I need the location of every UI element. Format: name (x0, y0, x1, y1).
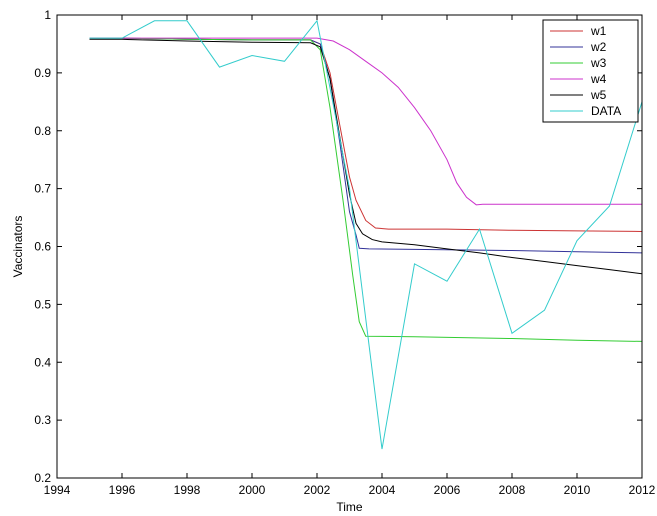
x-tick-label: 2006 (434, 483, 461, 497)
y-tick-label: 0.6 (34, 240, 51, 254)
y-tick-label: 0.4 (34, 355, 51, 369)
legend-label-w4: w4 (590, 72, 607, 86)
x-tick-label: 2008 (499, 483, 526, 497)
y-tick-label: 0.9 (34, 66, 51, 80)
x-tick-label: 2004 (369, 483, 396, 497)
x-tick-label: 1998 (174, 483, 201, 497)
legend-label-w5: w5 (590, 88, 607, 102)
x-axis-label: Time (336, 500, 363, 514)
x-tick-label: 2000 (239, 483, 266, 497)
y-axis-label: Vaccinators (11, 216, 25, 278)
y-tick-label: 0.8 (34, 124, 51, 138)
legend-label-w3: w3 (590, 56, 607, 70)
legend-label-data: DATA (591, 104, 621, 118)
legend-label-w1: w1 (590, 24, 607, 38)
legend: w1 w2 w3 w4 w5 DATA (543, 20, 638, 122)
y-tick-label: 1 (44, 8, 51, 22)
x-tick-label: 1996 (109, 483, 136, 497)
y-tick-label: 0.7 (34, 182, 51, 196)
y-tick-label: 0.5 (34, 297, 51, 311)
x-tick-label: 2010 (564, 483, 591, 497)
x-tick-label: 2002 (304, 483, 331, 497)
y-tick-label: 0.2 (34, 471, 51, 485)
y-tick-label: 0.3 (34, 413, 51, 427)
x-tick-label: 2012 (629, 483, 656, 497)
legend-label-w2: w2 (590, 40, 607, 54)
x-tick-label: 1994 (44, 483, 71, 497)
